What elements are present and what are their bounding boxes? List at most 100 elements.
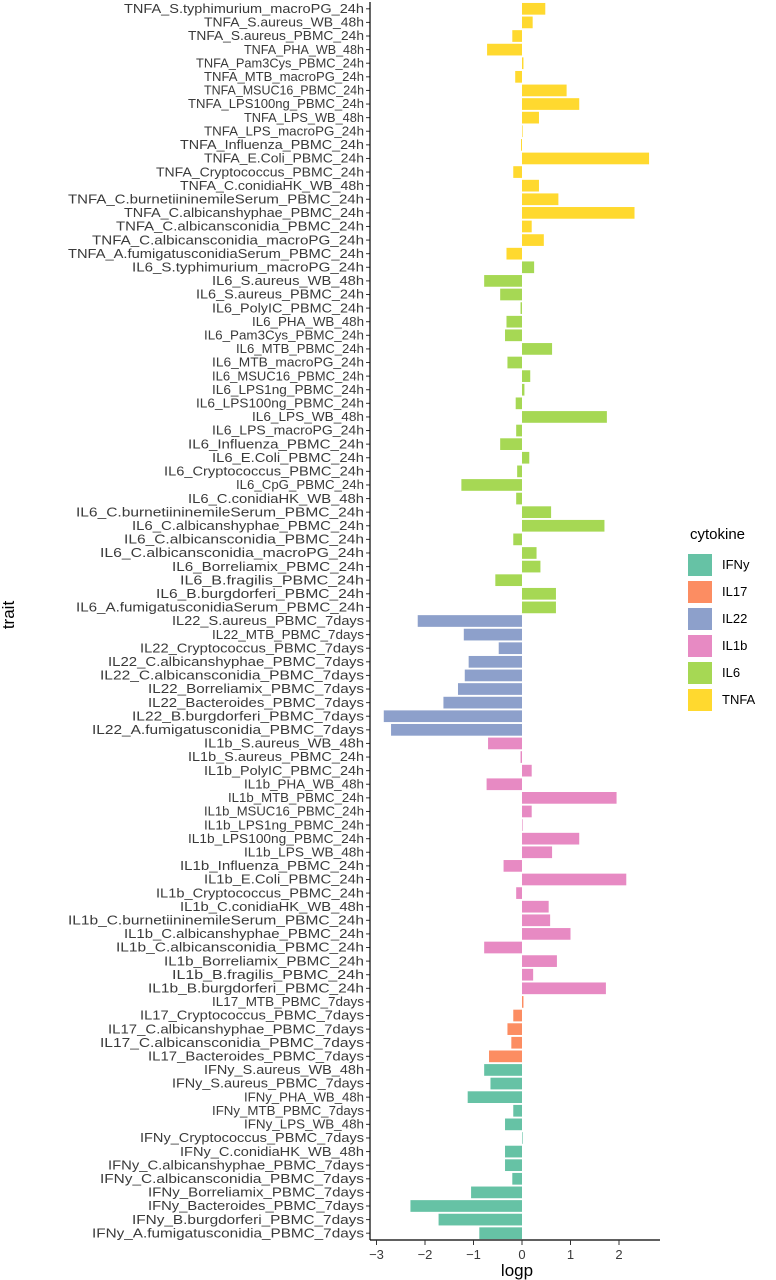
bar-IL6_S.aureus_PBMC_24h [500, 288, 522, 301]
trait-label: IL22_Borreliamix_PBMC_7days [148, 682, 364, 696]
trait-label: TNFA_LPS100ng_PBMC_24h [188, 97, 364, 111]
x-tick-label: −1 [466, 1247, 481, 1262]
bar-TNFA_C.albicansconidia_macroPG_24h [522, 234, 544, 246]
bar-IL1b_Cryptococcus_PBMC_24h [516, 887, 522, 899]
bar-IL1b_C.albicanshyphae_PBMC_24h [522, 928, 571, 940]
legend-swatch [688, 688, 712, 711]
bar-IFNy_Bacteroides_PBMC_7days [410, 1200, 522, 1212]
bar-IL1b_PHA_WB_48h [486, 778, 522, 791]
legend-label: IFNy [722, 557, 750, 572]
bar-IL17_Bacteroides_PBMC_7days [489, 1050, 522, 1063]
bar-IL6_PHA_WB_48h [506, 315, 522, 328]
trait-label: TNFA_S.aureus_WB_48h [204, 16, 364, 30]
x-tick-label: 1 [567, 1247, 574, 1262]
trait-label: IL1b_PHA_WB_48h [244, 777, 364, 791]
bar-IFNy_S.aureus_PBMC_7days [490, 1077, 522, 1090]
bar-IL6_MSUC16_PBMC_24h [522, 370, 531, 382]
trait-label: IFNy_S.aureus_PBMC_7days [172, 1077, 364, 1091]
trait-label: IFNy_C.albicansconidia_PBMC_7days [100, 1172, 364, 1186]
trait-label: IL1b_B.burgdorferi_PBMC_24h [148, 982, 364, 996]
trait-label: IL1b_LPS1ng_PBMC_24h [204, 818, 364, 832]
trait-label: IL6_LPS_WB_48h [252, 410, 364, 424]
bar-IL22_C.albicansconidia_PBMC_7days [464, 669, 522, 682]
bar-IL6_LPS_WB_48h [522, 411, 607, 423]
y-axis-title: trait [0, 601, 18, 630]
trait-label: IL1b_C.albicanshyphae_PBMC_24h [124, 927, 364, 941]
bar-TNFA_LPS_WB_48h [522, 111, 539, 124]
legend-items: IFNy IL17 IL22 IL1b IL6 TNFA [688, 551, 755, 713]
trait-label: IL1b_MSUC16_PBMC_24h [204, 805, 364, 819]
bar-TNFA_C.burnetiininemileSerum_PBMC_24h [522, 193, 559, 206]
trait-label: IL1b_Influenza_PBMC_24h [180, 859, 364, 873]
bar-TNFA_S.aureus_PBMC_24h [512, 30, 522, 42]
bar-IL17_C.albicansconidia_PBMC_7days [511, 1036, 522, 1049]
bar-IL6_C.conidiaHK_WB_48h [516, 492, 522, 505]
trait-label: IL6_PolyIC_PBMC_24h [212, 301, 364, 315]
bar-IL6_C.albicansconidia_PBMC_24h [513, 533, 522, 546]
trait-label: IL22_MTB_PBMC_7days [212, 628, 364, 642]
bar-IFNy_Borreliamix_PBMC_7days [471, 1186, 522, 1199]
bar-IFNy_Cryptococcus_PBMC_7days [522, 1132, 523, 1144]
bar-IL6_A.fumigatusconidiaSerum_PBMC_24h [522, 601, 556, 614]
bar-IL1b_B.fragilis_PBMC_24h [522, 968, 534, 981]
trait-label: IL1b_C.burnetiininemileSerum_PBMC_24h [68, 913, 364, 927]
trait-label: IL17_C.albicansconidia_PBMC_7days [100, 1036, 364, 1050]
trait-label: IFNy_A.fumigatusconidia_PBMC_7days [92, 1226, 364, 1240]
trait-label: TNFA_MTB_macroPG_24h [204, 70, 364, 84]
bar-IL6_PolyIC_PBMC_24h [520, 302, 522, 314]
bar-TNFA_MSUC16_PBMC_24h [522, 84, 567, 97]
legend: cytokine IFNy IL17 IL22 IL1b IL6 TNFA [688, 526, 755, 713]
legend-label: IL22 [722, 611, 748, 626]
bar-IL22_Cryptococcus_PBMC_7days [498, 642, 522, 655]
legend-swatch [688, 634, 712, 657]
bars-layer [383, 2, 650, 1240]
trait-label: IFNy_Borreliamix_PBMC_7days [148, 1186, 364, 1200]
legend-title: cytokine [690, 526, 746, 543]
legend-label: IL17 [722, 584, 748, 599]
bar-TNFA_C.albicanshyphae_PBMC_24h [522, 207, 635, 219]
bar-IL17_MTB_PBMC_7days [522, 996, 524, 1008]
trait-label: IL1b_MTB_PBMC_24h [228, 791, 364, 805]
legend-item-IL22: IL22 [688, 605, 755, 632]
x-tick-label: 0 [518, 1247, 525, 1262]
trait-label: IL6_E.Coli_PBMC_24h [212, 451, 364, 465]
legend-label: IL6 [722, 665, 741, 680]
trait-label: IL17_Bacteroides_PBMC_7days [148, 1050, 364, 1064]
trait-label: TNFA_Influenza_PBMC_24h [180, 138, 364, 152]
bar-IL22_A.fumigatusconidia_PBMC_7days [391, 723, 522, 736]
bar-IFNy_LPS_WB_48h [505, 1118, 522, 1131]
bar-TNFA_C.conidiaHK_WB_48h [522, 179, 539, 192]
bar-IL1b_LPS_WB_48h [522, 846, 553, 859]
bar-IL6_B.burgdorferi_PBMC_24h [522, 587, 556, 600]
trait-label: IL17_Cryptococcus_PBMC_7days [140, 1009, 364, 1023]
trait-label: IL6_S.aureus_PBMC_24h [196, 288, 364, 302]
bar-IL1b_C.albicansconidia_PBMC_24h [484, 941, 522, 954]
bar-TNFA_A.fumigatusconidiaSerum_PBMC_24h [506, 247, 522, 260]
bar-TNFA_S.aureus_WB_48h [522, 16, 533, 29]
trait-label: IL6_LPS100ng_PBMC_24h [196, 397, 364, 411]
bar-IL22_MTB_PBMC_7days [463, 628, 522, 641]
bar-IL6_Pam3Cys_PBMC_24h [505, 329, 522, 342]
trait-label: IL6_C.albicansconidia_macroPG_24h [100, 546, 364, 560]
bar-IL6_B.fragilis_PBMC_24h [495, 574, 522, 587]
trait-label: TNFA_C.burnetiininemileSerum_PBMC_24h [68, 192, 364, 206]
trait-label: IL6_MTB_macroPG_24h [212, 356, 364, 370]
bar-IL1b_LPS1ng_PBMC_24h [522, 819, 523, 831]
axes-layer: −3 −2 −1 0 1 2 [366, 2, 660, 1262]
legend-label: TNFA [722, 692, 756, 707]
trait-label: IFNy_C.conidiaHK_WB_48h [180, 1145, 364, 1159]
trait-label: IFNy_B.burgdorferi_PBMC_7days [132, 1213, 364, 1227]
trait-label: IL6_C.albicanshyphae_PBMC_24h [132, 519, 364, 533]
trait-label: IL6_MSUC16_PBMC_24h [212, 369, 364, 383]
bar-IL22_Bacteroides_PBMC_7days [443, 696, 522, 709]
bar-TNFA_MTB_macroPG_24h [515, 70, 522, 83]
trait-label: TNFA_C.conidiaHK_WB_48h [180, 179, 364, 193]
bar-IL1b_C.burnetiininemileSerum_PBMC_24h [522, 914, 551, 927]
trait-label: IL1b_B.fragilis_PBMC_24h [172, 968, 364, 982]
bar-IFNy_A.fumigatusconidia_PBMC_7days [479, 1227, 522, 1240]
trait-label: IL1b_Cryptococcus_PBMC_24h [156, 886, 364, 900]
bar-IL1b_MTB_PBMC_24h [522, 792, 617, 804]
bar-IL17_C.albicanshyphae_PBMC_7days [507, 1023, 522, 1035]
trait-label: IL17_C.albicanshyphae_PBMC_7days [108, 1022, 364, 1036]
